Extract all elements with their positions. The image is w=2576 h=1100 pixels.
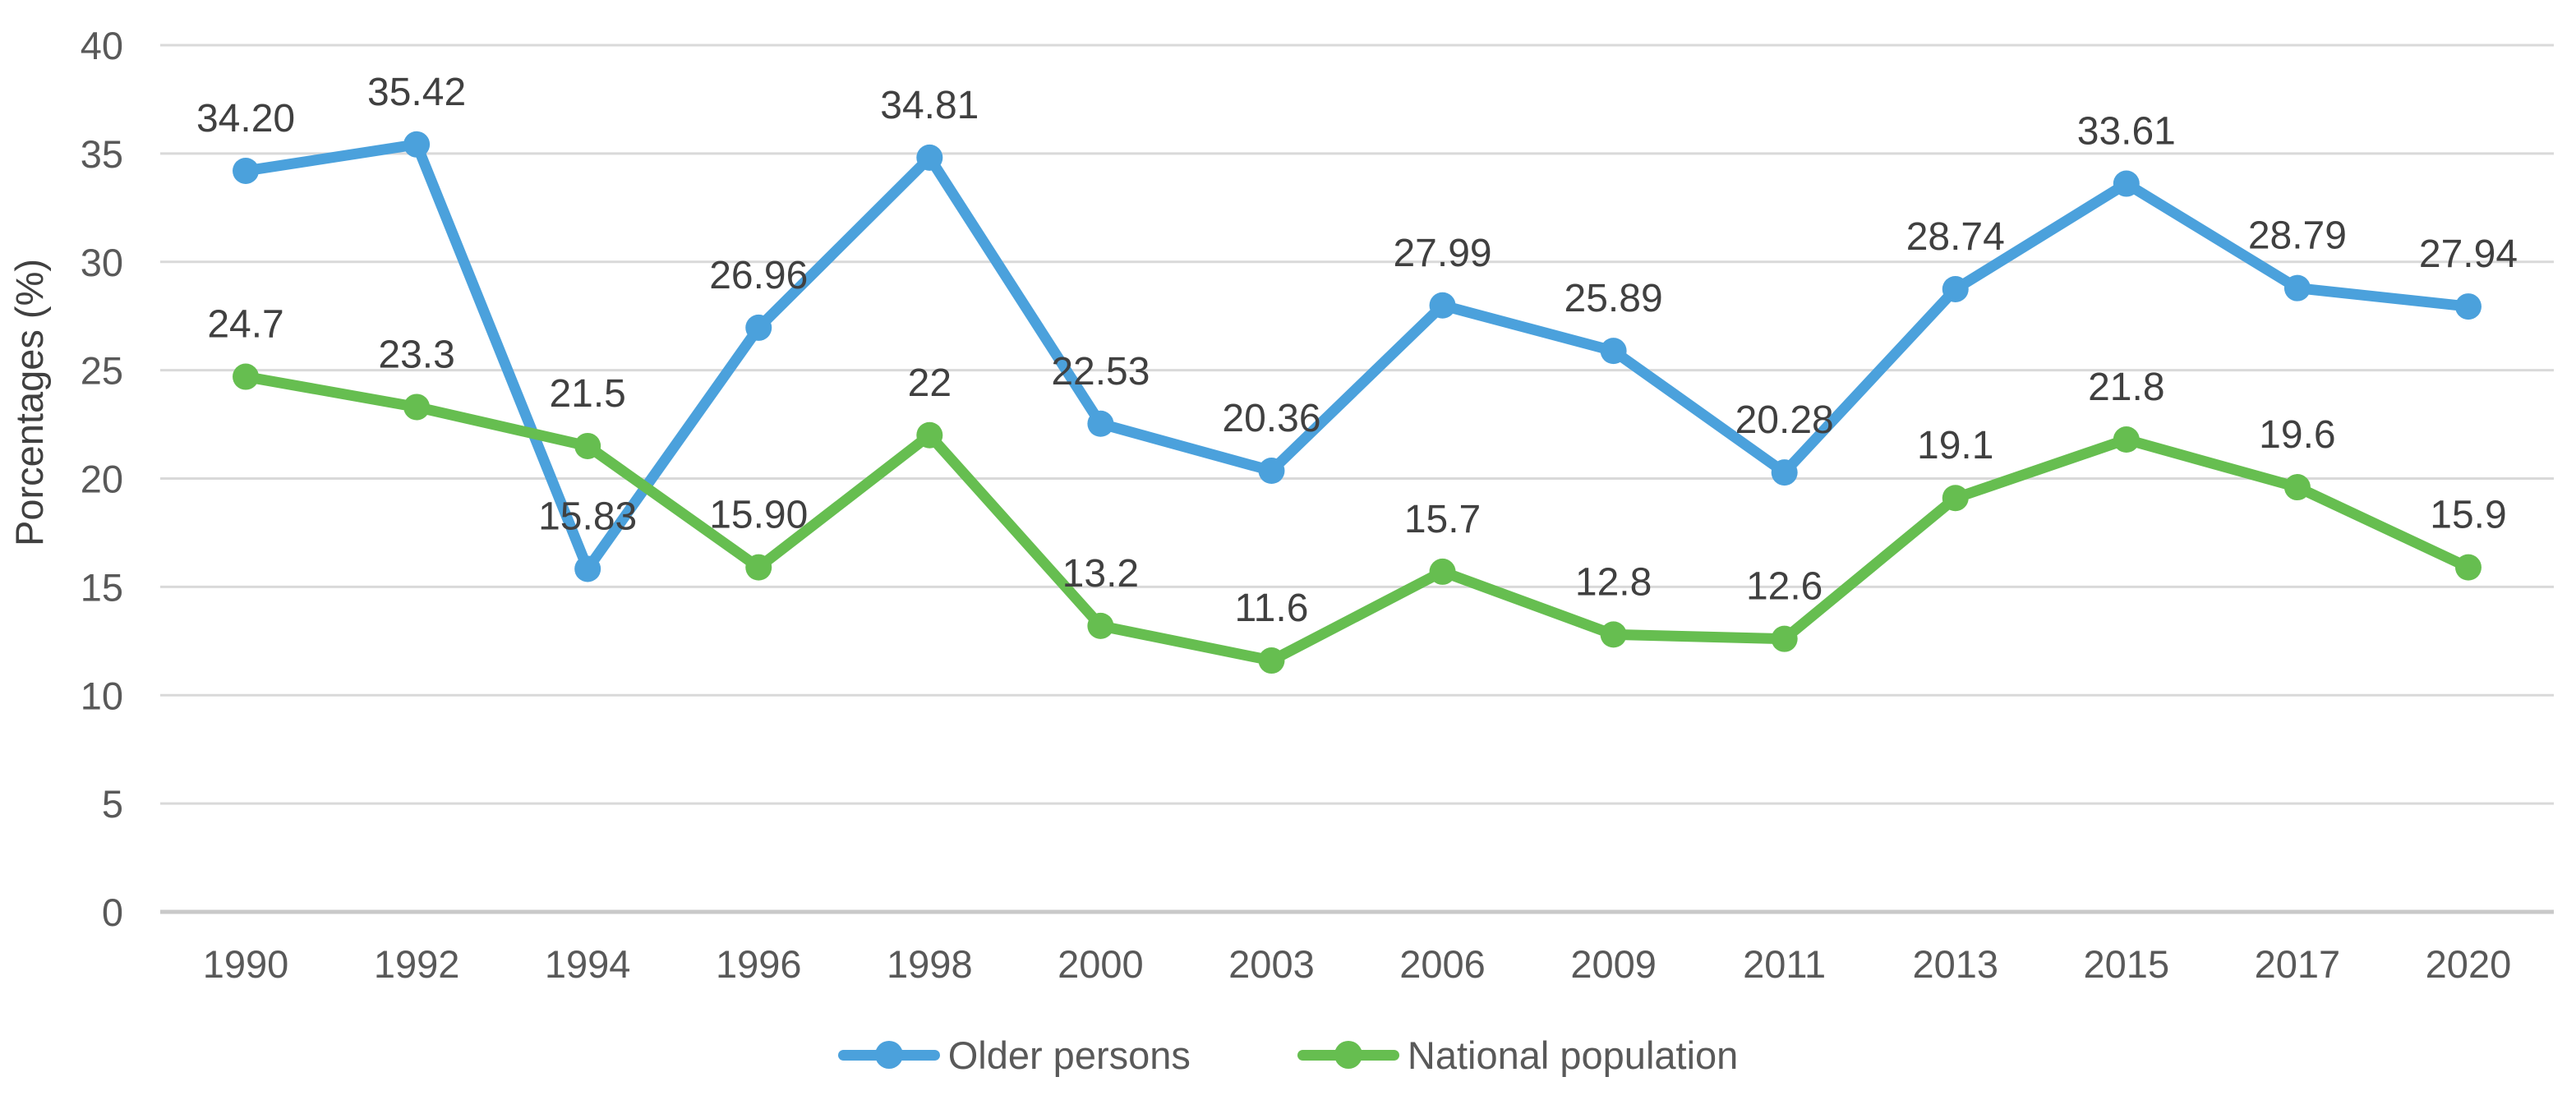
legend-item-national-population: National population [1297, 1036, 1738, 1075]
national-population-data-label: 24.7 [207, 303, 283, 347]
older-persons-data-label: 15.83 [538, 495, 637, 538]
older-persons-data-label: 22.53 [1051, 350, 1150, 394]
national-population-data-label: 22 [908, 361, 952, 405]
older-persons-data-label: 34.81 [880, 84, 979, 127]
older-persons-data-label: 26.96 [709, 254, 808, 297]
x-tick-label: 1998 [887, 942, 973, 986]
older-persons-point-marker [1429, 292, 1456, 319]
older-persons-data-label: 35.42 [367, 71, 466, 114]
older-persons-point-marker [2283, 274, 2311, 301]
national-population-point-marker [1942, 485, 1969, 512]
older-persons-point-marker [1258, 458, 1285, 485]
older-persons-data-label: 34.20 [196, 97, 295, 140]
y-tick-label: 25 [81, 349, 123, 393]
national-population-data-label: 19.6 [2259, 413, 2335, 457]
older-persons-point-marker [1942, 275, 1969, 302]
x-tick-label: 2009 [1570, 942, 1657, 986]
older-persons-point-marker [1771, 459, 1798, 486]
national-population-data-label: 12.8 [1575, 560, 1652, 604]
x-tick-label: 2015 [2084, 942, 2170, 986]
legend-item-older-persons: Older persons [837, 1033, 1191, 1077]
older-persons-data-label: 28.74 [1906, 215, 2005, 259]
national-population-data-label: 12.6 [1746, 565, 1823, 609]
national-population-point-marker [1258, 647, 1285, 674]
national-population-data-label: 21.5 [549, 372, 625, 416]
national-population-data-label: 15.90 [709, 494, 808, 537]
national-population-point-marker [403, 394, 431, 421]
y-tick-label: 0 [102, 891, 123, 934]
national-population-point-marker [1087, 612, 1114, 639]
national-population-data-label: 11.6 [1235, 587, 1309, 630]
national-population-point-marker [2283, 474, 2311, 501]
national-population-point-marker [2454, 554, 2482, 581]
x-tick-label: 2000 [1058, 942, 1144, 986]
y-tick-label: 20 [81, 458, 123, 501]
older-persons-data-label: 27.99 [1393, 232, 1491, 275]
national-population-data-label: 19.1 [1917, 424, 1993, 467]
national-population-line [240, 371, 2474, 666]
y-axis-title: Porcentages (%) [7, 259, 51, 546]
older-persons-point-marker [574, 555, 601, 582]
older-persons-data-label: 28.79 [2248, 214, 2347, 258]
national-population-data-label: 15.7 [1404, 498, 1481, 541]
x-tick-label: 1994 [545, 942, 631, 986]
x-tick-label: 1996 [716, 942, 802, 986]
legend-label-older-persons: Older persons [947, 1033, 1191, 1077]
x-tick-label: 2006 [1399, 942, 1486, 986]
chart-legend: Older persons National population [0, 1022, 2576, 1088]
older-persons-point-marker [1087, 410, 1114, 437]
older-persons-data-label: 20.36 [1222, 397, 1320, 440]
older-persons-data-label: 27.94 [2419, 232, 2518, 276]
y-tick-label: 35 [81, 132, 123, 176]
national-population-data-label: 21.8 [2088, 366, 2164, 409]
x-tick-label: 2011 [1743, 942, 1826, 986]
older-persons-data-label: 25.89 [1564, 277, 1663, 320]
national-population-data-label: 13.2 [1062, 552, 1139, 596]
national-population-point-marker [745, 554, 772, 581]
national-population-data-label: 15.9 [2430, 494, 2506, 537]
older-persons-point-marker [2113, 170, 2140, 197]
y-tick-label: 30 [81, 241, 123, 284]
older-persons-data-label: 33.61 [2077, 110, 2176, 154]
x-tick-label: 1990 [203, 942, 289, 986]
national-population-line-marker-icon [1297, 1038, 1399, 1071]
older-persons-point-marker [1600, 338, 1627, 365]
national-population-point-marker [233, 363, 260, 390]
legend-label-national-population: National population [1407, 1033, 1739, 1077]
y-tick-label: 10 [81, 674, 123, 717]
older-persons-line-marker-icon [837, 1038, 940, 1071]
national-population-point-marker [1600, 621, 1627, 648]
y-tick-label: 5 [102, 782, 123, 826]
y-tick-label: 15 [81, 565, 123, 609]
x-tick-label: 2013 [1912, 942, 1998, 986]
national-population-point-marker [574, 432, 601, 459]
older-persons-point-marker [2454, 293, 2482, 320]
national-population-point-marker [2113, 426, 2140, 453]
x-tick-label: 2020 [2426, 942, 2512, 986]
national-population-data-label: 23.3 [378, 333, 454, 376]
older-persons-point-marker [745, 314, 772, 341]
national-population-point-marker [916, 421, 943, 449]
older-persons-point-marker [916, 144, 943, 171]
older-persons-point-marker [233, 157, 260, 184]
x-tick-label: 2003 [1228, 942, 1315, 986]
y-tick-label: 40 [81, 24, 123, 67]
national-population-point-marker [1429, 558, 1456, 585]
older-persons-data-label: 20.28 [1735, 398, 1834, 442]
x-tick-label: 1992 [374, 942, 460, 986]
older-persons-line [240, 139, 2474, 574]
older-persons-point-marker [403, 131, 431, 158]
national-population-point-marker [1771, 625, 1798, 652]
x-tick-label: 2017 [2255, 942, 2341, 986]
